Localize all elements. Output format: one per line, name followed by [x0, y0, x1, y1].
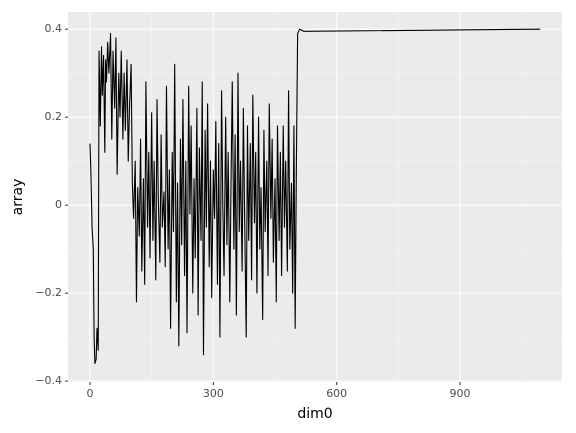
x-tick-label: 300: [203, 387, 224, 400]
y-tick-label: 0.2: [45, 110, 63, 123]
y-tick-label: 0: [55, 198, 62, 211]
y-axis-label: array: [10, 179, 26, 216]
data-line: [89, 28, 541, 365]
x-tick-label: 0: [86, 387, 93, 400]
y-tick-label: −0.4: [35, 374, 62, 387]
y-tick-label: 0.4: [45, 22, 63, 35]
x-tick-label: 900: [450, 387, 471, 400]
y-tick-label: −0.2: [35, 286, 62, 299]
panel: [68, 12, 562, 382]
x-tick-label: 600: [326, 387, 347, 400]
x-axis-label: dim0: [297, 406, 332, 422]
